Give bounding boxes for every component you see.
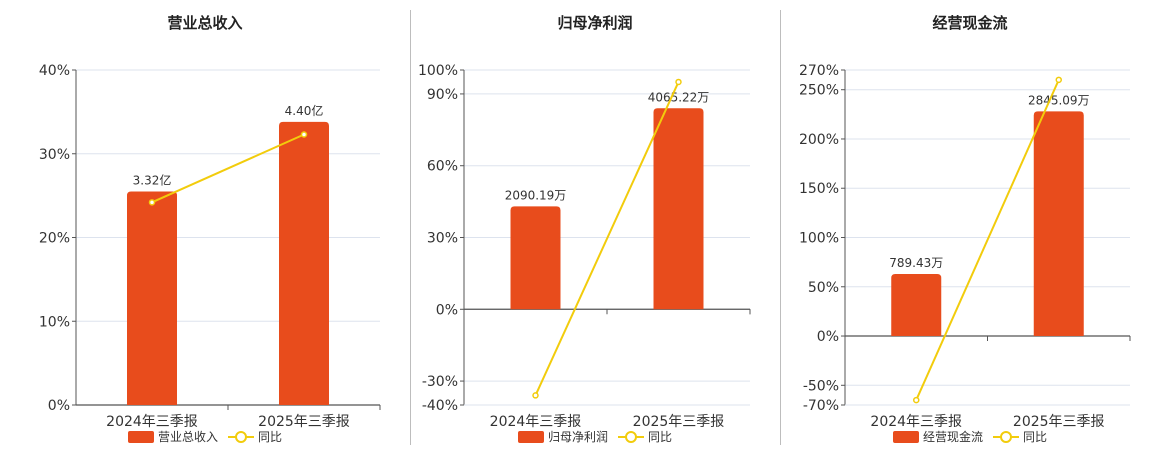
bar-data-label: 3.32亿 (133, 172, 172, 187)
chart-title: 经营现金流 (932, 14, 1008, 32)
legend-bar-label: 营业总收入 (157, 430, 218, 444)
chart-panel-cash-flow: 经营现金流 270% 250% 200% 150% 100% 50% 0% -50% -70% 7… (780, 0, 1160, 450)
yoy-line (534, 81, 680, 396)
y-tick-label: 0% (436, 302, 458, 318)
chart-panel-revenue: 营业总收入 40% 30% 20% 10% 0% 3.32亿 2024年三季报 4.40亿 20… (0, 0, 410, 450)
x-category-label: 2024年三季报 (106, 414, 198, 430)
bar (127, 191, 177, 405)
legend-bar-label: 经营现金流 (922, 430, 983, 444)
legend-bar-label: 归母净利润 (547, 430, 608, 444)
legend-bar-swatch (892, 430, 919, 443)
y-tick-label: -50% (803, 378, 839, 394)
y-tick-label: 30% (39, 147, 70, 163)
bar (891, 273, 942, 337)
x-category-label: 2025年三季报 (258, 414, 350, 430)
chart-legend: 经营现金流 同比 (780, 428, 1160, 445)
chart-title: 归母净利润 (557, 14, 633, 32)
y-tick-label: 20% (39, 231, 70, 247)
y-tick-label: 100% (418, 63, 458, 79)
chart-title: 营业总收入 (167, 14, 243, 32)
y-tick-label: -40% (422, 398, 458, 414)
legend-line-label: 同比 (1023, 430, 1048, 444)
panel-divider (410, 10, 411, 445)
y-tick-label: 200% (799, 132, 839, 148)
yoy-point (1055, 76, 1062, 84)
y-tick-label: 40% (39, 63, 70, 79)
y-tick-label: -70% (803, 398, 839, 414)
y-tick-label: 100% (799, 231, 839, 247)
chart-plot-revenue: 40% 30% 20% 10% 0% 3.32亿 2024年三季报 4.40亿 2025年三季报 (39, 63, 381, 430)
bar-data-label: 2845.09万 (1028, 93, 1090, 107)
yoy-point (675, 78, 682, 86)
chart-panel-net-profit: 归母净利润 100% 90% 60% 30% 0% -30% -40% 2090.19万 202… (410, 0, 780, 450)
yoy-line (151, 133, 305, 204)
yoy-point (148, 199, 156, 206)
y-tick-label: 150% (799, 181, 839, 197)
chart-legend: 营业总收入 同比 (0, 428, 410, 445)
legend-line-label: 同比 (258, 430, 283, 444)
legend-line-swatch (228, 430, 254, 443)
x-category-label: 2025年三季报 (1013, 414, 1105, 430)
y-tick-label: 10% (39, 314, 70, 330)
x-category-label: 2024年三季报 (490, 414, 582, 430)
chart-plot-cash-flow: 270% 250% 200% 150% 100% 50% 0% -50% -70% 789.43万… (799, 63, 1131, 430)
legend-line-swatch (993, 430, 1019, 443)
legend-line-label: 同比 (648, 430, 673, 444)
legend-bar-swatch (517, 430, 544, 443)
chart-legend: 归母净利润 同比 (410, 428, 780, 445)
yoy-point (913, 396, 920, 404)
y-tick-label: 90% (427, 87, 458, 103)
y-tick-label: -30% (422, 374, 458, 390)
x-category-label: 2025年三季报 (633, 414, 725, 430)
y-tick-label: 270% (799, 63, 839, 79)
y-tick-label: 30% (427, 231, 458, 247)
legend-line-swatch (618, 430, 644, 443)
bar-data-label: 4065.22万 (648, 90, 710, 104)
y-tick-label: 0% (48, 398, 70, 414)
panel-divider (780, 10, 781, 445)
bar-data-label: 2090.19万 (505, 188, 567, 202)
x-category-label: 2024年三季报 (870, 414, 962, 430)
y-tick-label: 0% (817, 329, 839, 345)
y-tick-label: 50% (808, 280, 839, 296)
bar-data-label: 789.43万 (889, 256, 943, 270)
yoy-point (532, 392, 539, 399)
bar (279, 121, 329, 406)
y-tick-label: 250% (799, 83, 839, 99)
bar (1033, 111, 1084, 337)
bar (510, 206, 561, 310)
yoy-point (300, 131, 308, 138)
legend-bar-swatch (127, 430, 154, 443)
bar-data-label: 4.40亿 (285, 103, 324, 118)
y-tick-label: 60% (427, 159, 458, 175)
chart-plot-net-profit: 100% 90% 60% 30% 0% -30% -40% 2090.19万 2024年三季报 4… (418, 63, 751, 430)
bar (653, 108, 704, 310)
yoy-line (915, 79, 1060, 401)
